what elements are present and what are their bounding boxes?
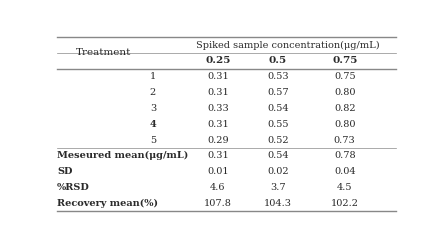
Text: 0.75: 0.75 (332, 56, 358, 65)
Text: 1: 1 (150, 72, 156, 81)
Text: 0.53: 0.53 (267, 72, 289, 81)
Text: 0.31: 0.31 (207, 88, 229, 97)
Text: 0.78: 0.78 (334, 152, 355, 160)
Text: %RSD: %RSD (57, 183, 90, 192)
Text: 0.82: 0.82 (334, 104, 355, 113)
Text: 0.31: 0.31 (207, 72, 229, 81)
Text: 0.52: 0.52 (267, 136, 289, 145)
Text: 0.75: 0.75 (334, 72, 355, 81)
Text: 0.31: 0.31 (207, 152, 229, 160)
Text: 0.55: 0.55 (267, 120, 289, 129)
Text: 0.31: 0.31 (207, 120, 229, 129)
Text: SD: SD (57, 167, 72, 176)
Text: 0.80: 0.80 (334, 120, 355, 129)
Text: 2: 2 (150, 88, 156, 97)
Text: 0.01: 0.01 (207, 167, 229, 176)
Text: Spiked sample concentration(μg/mL): Spiked sample concentration(μg/mL) (196, 40, 380, 50)
Text: 0.80: 0.80 (334, 88, 355, 97)
Text: Treatment: Treatment (76, 48, 131, 57)
Text: 0.5: 0.5 (269, 56, 287, 65)
Text: 4.6: 4.6 (210, 183, 226, 192)
Text: 4.5: 4.5 (337, 183, 352, 192)
Text: 0.54: 0.54 (267, 152, 289, 160)
Text: Meseured mean(μg/mL): Meseured mean(μg/mL) (57, 151, 188, 160)
Text: 0.33: 0.33 (207, 104, 229, 113)
Text: 0.73: 0.73 (334, 136, 355, 145)
Text: 0.54: 0.54 (267, 104, 289, 113)
Text: 3: 3 (150, 104, 156, 113)
Text: Recovery mean(%): Recovery mean(%) (57, 199, 158, 208)
Text: 102.2: 102.2 (331, 199, 359, 208)
Text: 4: 4 (149, 120, 156, 129)
Text: 0.02: 0.02 (267, 167, 289, 176)
Text: 0.04: 0.04 (334, 167, 355, 176)
Text: 104.3: 104.3 (264, 199, 292, 208)
Text: 3.7: 3.7 (270, 183, 286, 192)
Text: 0.57: 0.57 (267, 88, 289, 97)
Text: 0.29: 0.29 (207, 136, 229, 145)
Text: 0.25: 0.25 (205, 56, 231, 65)
Text: 5: 5 (150, 136, 156, 145)
Text: 107.8: 107.8 (204, 199, 232, 208)
